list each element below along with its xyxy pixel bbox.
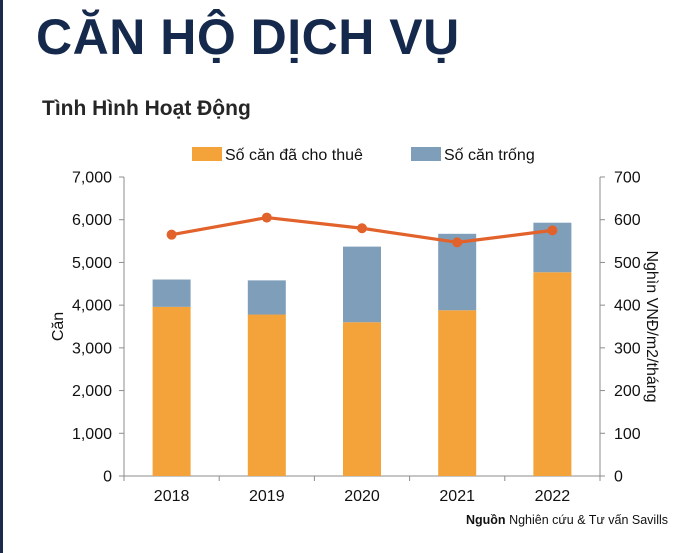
x-tick-label: 2019 [249,488,285,505]
y-tick-label-right: 700 [614,170,641,187]
chart-title: Tình Hình Hoạt Động [42,97,251,120]
y-tick-label-right: 500 [614,255,641,272]
y-tick-label-left: 6,000 [72,212,112,229]
bar-rented [533,272,572,476]
y-tick-label-left: 2,000 [72,383,112,400]
price-point [261,212,272,223]
y-tick-label-left: 0 [103,469,112,486]
legend-swatch [192,147,222,161]
price-point [166,229,177,240]
y-tick-label-right: 400 [614,298,641,315]
y-tick-label-left: 7,000 [72,170,112,187]
bars [152,222,572,476]
legend-label: Số căn trống [444,147,535,164]
x-tick-label: 2018 [154,488,190,505]
axes [119,176,605,481]
bar-vacant [247,280,286,315]
y-tick-label-left: 5,000 [72,255,112,272]
source-note: Nguồn Nghiên cứu & Tư vấn Savills [466,513,668,527]
axis-labels: 0 0 1,000 100 2,000 200 3,000 300 4,000 400 5,000 5… [50,170,660,506]
y-axis-title-right: Nghìn VNĐ/m2/tháng [643,250,660,402]
price-line [166,212,558,248]
source-text: Nghiên cứu & Tư vấn Savills [509,513,668,527]
bar-vacant [343,246,381,323]
page-title: CĂN HỘ DỊCH VỤ [36,9,460,65]
left-edge-accent [0,0,3,553]
x-tick-label: 2020 [344,488,380,505]
legend-swatch [411,147,441,161]
y-tick-label-right: 100 [614,426,641,443]
y-tick-label-left: 4,000 [72,298,112,315]
x-tick-label: 2022 [535,488,571,505]
bar-vacant [152,279,191,307]
source-label: Nguồn [466,513,506,527]
bar-rented [343,322,381,476]
y-tick-label-left: 3,000 [72,340,112,357]
y-tick-label-right: 300 [614,340,641,357]
y-tick-label-right: 0 [614,469,623,486]
legend: Số căn đã cho thuê Số căn trống [192,147,535,164]
legend-label: Số căn đã cho thuê [225,147,363,164]
bar-rented [247,314,286,476]
y-axis-title-left: Căn [50,312,67,341]
y-tick-label-left: 1,000 [72,426,112,443]
y-tick-label-right: 200 [614,383,641,400]
price-point [357,223,367,234]
price-point [547,225,558,236]
y-tick-label-right: 600 [614,212,641,229]
price-point [452,237,463,248]
bar-rented [152,306,191,476]
bar-rented [438,310,477,476]
x-tick-label: 2021 [439,488,475,505]
